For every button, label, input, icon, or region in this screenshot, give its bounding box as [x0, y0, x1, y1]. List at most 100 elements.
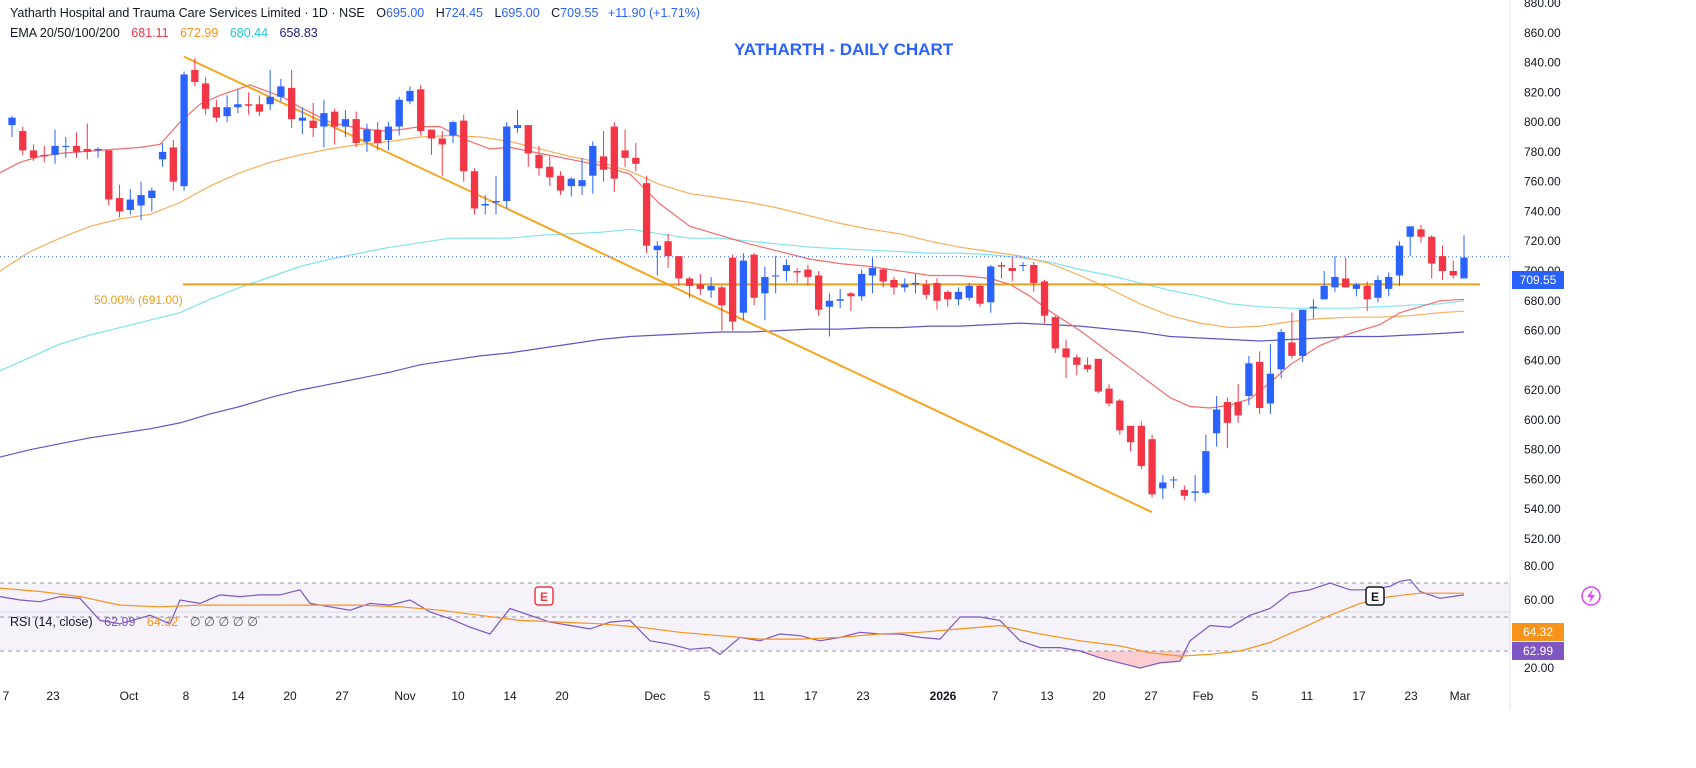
candle-body — [158, 151, 167, 160]
candle-body — [427, 129, 436, 139]
candle — [1083, 357, 1092, 373]
candle-body — [62, 145, 70, 147]
candle-body — [481, 204, 489, 206]
candle-body — [83, 148, 91, 152]
candle-body — [417, 89, 425, 132]
candle — [503, 122, 511, 209]
candle — [567, 177, 575, 197]
candle — [417, 84, 425, 136]
candle-body — [244, 104, 253, 106]
rsi-ma-badge-text: 64.32 — [1523, 625, 1553, 639]
candle-body — [1159, 482, 1167, 489]
price-tick-label: 560.00 — [1524, 472, 1561, 486]
candle-body — [191, 70, 199, 82]
time-tick-label: 2026 — [930, 689, 957, 703]
candle — [277, 78, 285, 102]
candle — [804, 265, 812, 286]
candle — [632, 142, 640, 172]
candle-body — [492, 201, 500, 203]
candle — [1019, 262, 1027, 271]
candle — [578, 157, 586, 196]
candle-body — [1342, 278, 1350, 288]
candle-body — [287, 87, 296, 120]
candle-body — [556, 175, 565, 191]
candle — [169, 139, 177, 191]
ema50-line — [0, 134, 1465, 329]
candle — [997, 262, 1006, 279]
candle-body — [524, 125, 532, 154]
candle — [492, 175, 500, 215]
candle-body — [804, 269, 812, 277]
price-tick-label: 760.00 — [1524, 175, 1561, 189]
time-tick-label: 7 — [992, 689, 999, 703]
candle-body — [771, 275, 780, 277]
candle-body — [944, 291, 952, 300]
candle — [524, 125, 532, 167]
candle — [180, 71, 188, 191]
candle — [987, 265, 995, 313]
svg-text:EMA 20/50/100/200 681.11: EMA 20/50/100/200 681.11 672.99 680.44 6… — [10, 26, 318, 40]
open-value: 695.00 — [386, 6, 424, 20]
candle — [19, 126, 27, 155]
candle — [1137, 421, 1145, 470]
time-tick-label: Mar — [1450, 689, 1471, 703]
candle-body — [1320, 285, 1328, 300]
candle — [1385, 272, 1393, 297]
candle — [739, 253, 748, 321]
candle-body — [1288, 342, 1296, 356]
time-tick-label: 27 — [335, 689, 349, 703]
candle-body — [1385, 276, 1393, 289]
price-tick-label: 840.00 — [1524, 56, 1561, 70]
candle-body — [976, 285, 984, 304]
ema20-value: 681.11 — [131, 26, 168, 40]
rsi-ma-badge: 64.32 — [1512, 623, 1564, 641]
candle-body — [298, 117, 307, 121]
candle — [1352, 282, 1361, 297]
candle-body — [1309, 306, 1318, 309]
candle — [1255, 351, 1264, 414]
candle — [470, 168, 479, 215]
candle — [653, 241, 661, 276]
time-tick-label: 17 — [804, 689, 818, 703]
earnings-marker-2[interactable]: E — [1365, 586, 1385, 606]
price-tick-label: 740.00 — [1524, 204, 1561, 218]
candle-body — [1460, 257, 1468, 279]
candle-body — [1019, 265, 1027, 267]
candle — [1008, 257, 1016, 282]
candle — [158, 142, 167, 167]
ema20-line — [0, 84, 1465, 409]
candle-body — [879, 269, 887, 282]
candle — [62, 137, 70, 158]
candle-body — [8, 117, 16, 126]
candle-body — [782, 265, 791, 271]
price-tick-label: 620.00 — [1524, 383, 1561, 397]
time-tick-label: 20 — [283, 689, 297, 703]
price-tick-label: 820.00 — [1524, 85, 1561, 99]
candle-body — [72, 145, 81, 152]
candle — [782, 259, 791, 282]
candle-body — [815, 275, 823, 310]
candle-body — [610, 126, 618, 179]
candle-body — [578, 180, 586, 187]
candle — [223, 95, 231, 123]
flash-icon[interactable] — [1581, 586, 1601, 606]
candle — [761, 266, 769, 321]
earnings-marker-1[interactable]: E — [534, 586, 554, 606]
candle-body — [890, 279, 898, 288]
candle — [309, 102, 317, 137]
candle — [438, 131, 446, 176]
candle — [718, 285, 726, 331]
candle — [1169, 476, 1178, 489]
candle-body — [1116, 400, 1124, 431]
candle-body — [201, 83, 210, 109]
low-value: 695.00 — [501, 6, 539, 20]
candle-body — [933, 282, 941, 301]
candle — [750, 253, 758, 306]
candle — [825, 293, 834, 337]
candle — [675, 256, 683, 286]
candle-body — [642, 183, 651, 246]
candle-body — [1008, 268, 1016, 271]
candle — [890, 276, 898, 295]
candle-body — [513, 125, 522, 129]
